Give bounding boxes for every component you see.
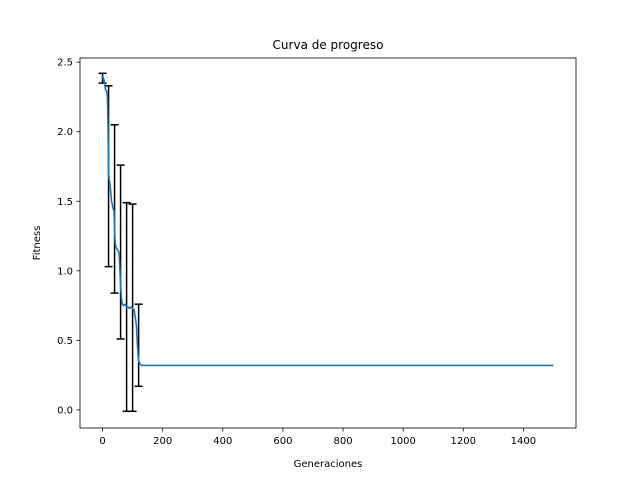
y-tick-label: 1.5 — [57, 197, 73, 208]
x-tick-label: 200 — [153, 436, 172, 447]
y-tick-label: 2.0 — [57, 127, 73, 138]
x-tick-label: 600 — [273, 436, 292, 447]
x-tick-label: 1200 — [451, 436, 476, 447]
series-line — [101, 75, 554, 367]
error-bar — [116, 164, 125, 340]
y-axis: 0.0 0.5 1.0 1.5 2.0 2.5 — [57, 58, 80, 416]
y-axis-label: Fitness — [32, 226, 43, 261]
plot-area — [98, 72, 554, 413]
x-tick-label: 1000 — [390, 436, 415, 447]
axes-frame — [79, 57, 577, 429]
y-tick-label: 2.5 — [57, 58, 73, 69]
error-bar — [134, 303, 143, 388]
chart-title: Curva de progreso — [273, 38, 384, 52]
y-tick-label: 1.0 — [57, 266, 73, 277]
error-bar — [110, 124, 119, 294]
x-axis: 0 200 400 600 800 1000 1200 1400 — [99, 428, 536, 447]
x-tick-label: 0 — [99, 436, 105, 447]
y-tick-label: 0.5 — [57, 336, 73, 347]
x-tick-label: 1400 — [511, 436, 536, 447]
x-tick-label: 400 — [213, 436, 232, 447]
x-axis-label: Generaciones — [294, 459, 363, 470]
y-tick-label: 0.0 — [57, 405, 73, 416]
x-tick-label: 800 — [333, 436, 352, 447]
